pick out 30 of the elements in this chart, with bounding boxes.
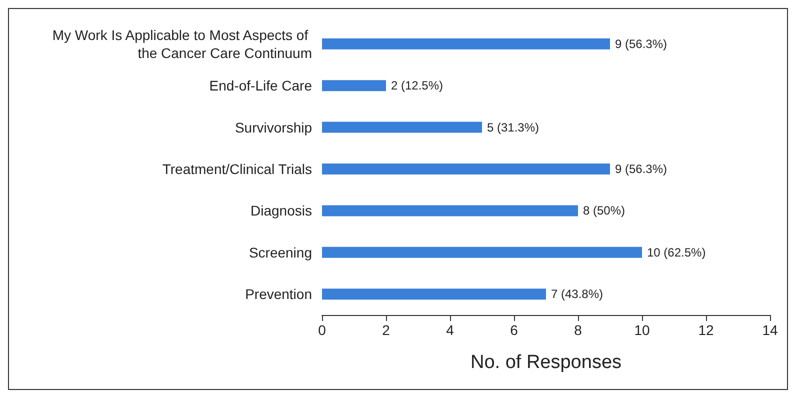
x-tick-label: 14 — [762, 322, 778, 338]
x-axis-title: No. of Responses — [470, 352, 622, 373]
x-tick-label: 6 — [510, 322, 518, 338]
data-label: 2 (12.5%) — [391, 78, 444, 93]
x-tick-label: 12 — [698, 322, 714, 338]
bar — [322, 122, 482, 133]
y-tick-label: End-of-Life Care — [209, 78, 312, 94]
x-tick-label: 10 — [634, 322, 650, 338]
data-label: 5 (31.3%) — [487, 120, 540, 134]
x-tick-label: 2 — [382, 322, 390, 338]
y-tick-label: Screening — [248, 244, 312, 260]
y-tick-label: Treatment/Clinical Trials — [162, 161, 312, 177]
bar — [322, 80, 386, 92]
bar — [322, 246, 642, 258]
x-tick-label: 8 — [574, 322, 582, 338]
y-tick-label: Prevention — [245, 286, 312, 302]
bar — [322, 288, 546, 300]
y-tick-label: Diagnosis — [250, 202, 312, 219]
y-tick-label: Survivorship — [234, 119, 312, 136]
data-label: 9 (56.3%) — [615, 36, 668, 51]
x-tick-label: 4 — [446, 322, 454, 338]
bar — [322, 38, 610, 50]
data-label: 8 (50%) — [583, 204, 626, 218]
bar — [322, 164, 610, 174]
data-label: 10 (62.5%) — [647, 245, 706, 260]
data-label: 7 (43.8%) — [551, 287, 604, 302]
x-tick-label: 0 — [318, 322, 326, 338]
bar — [322, 205, 578, 216]
data-label: 9 (56.3%) — [615, 162, 668, 176]
y-tick-label: My Work Is Applicable to Most Aspects of the Cancer Care Continuum — [52, 26, 312, 61]
